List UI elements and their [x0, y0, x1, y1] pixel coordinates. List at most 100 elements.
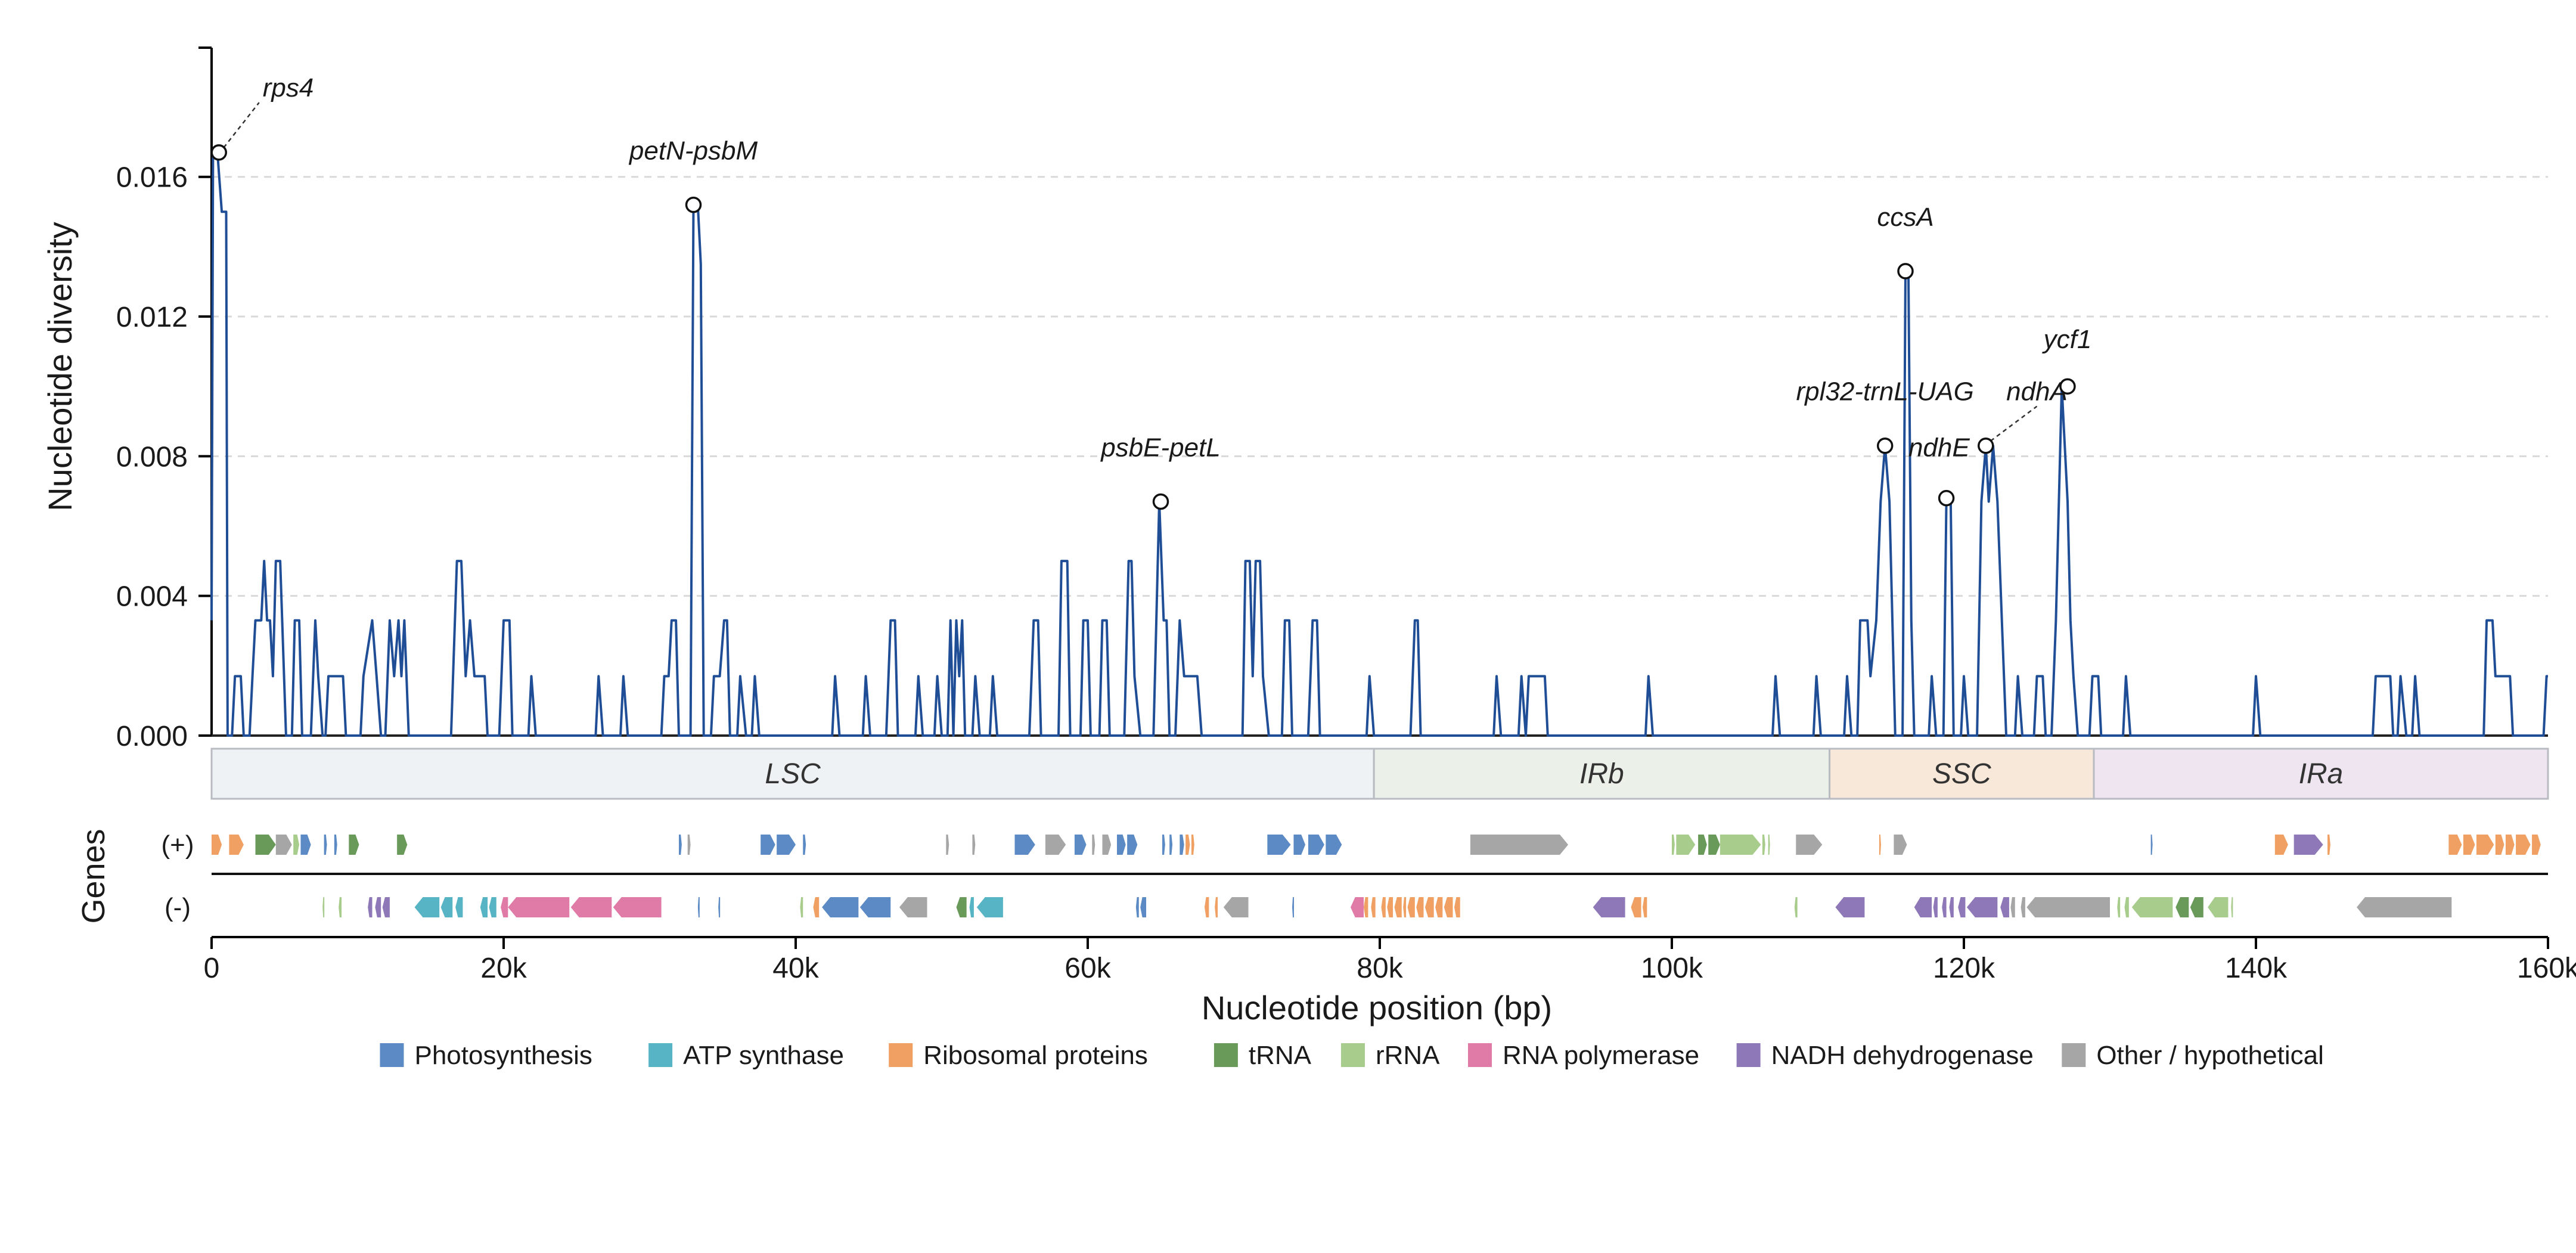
- gene-block: [2190, 897, 2203, 917]
- gene-block: [946, 835, 949, 855]
- gene-block: [255, 835, 276, 855]
- gene-block: [859, 897, 891, 917]
- gene-block: [300, 835, 311, 855]
- genes-track-label: Genes: [76, 829, 111, 923]
- annotation-label: ndhE: [1908, 433, 1970, 462]
- gene-block: [976, 897, 1003, 917]
- y-tick-label: 0.000: [116, 721, 188, 752]
- gene-block: [803, 835, 806, 855]
- gene-block: [1470, 835, 1569, 855]
- gene-block: [2327, 835, 2330, 855]
- diversity-line: [210, 151, 2548, 737]
- annotation-leader: [223, 102, 260, 148]
- gene-block: [1169, 835, 1173, 855]
- gene-block: [1768, 835, 1770, 855]
- gene-block: [1364, 897, 1368, 917]
- gene-block: [679, 835, 682, 855]
- gene-block: [1140, 897, 1146, 917]
- peak-annotations: rps4 petN-psbM psbE-petL ccsA rpl32-trnL-UAG…: [210, 73, 2091, 510]
- annotation-marker: [1876, 438, 1894, 454]
- gene-block: [777, 835, 796, 855]
- legend-swatch: [1213, 1043, 1238, 1067]
- annotation-marker: [685, 196, 702, 213]
- gene-block: [899, 897, 927, 917]
- y-tick-label: 0.016: [116, 162, 188, 194]
- gene-block: [1424, 897, 1434, 917]
- gene-block: [1949, 897, 1954, 917]
- gene-block: [397, 835, 408, 855]
- gene-block: [687, 835, 691, 855]
- legend-swatch: [648, 1043, 673, 1067]
- gene-block: [1708, 835, 1720, 855]
- gene-block: [334, 835, 337, 855]
- gene-block: [1894, 835, 1907, 855]
- gene-block: [1267, 835, 1291, 855]
- legend-label: Ribosomal proteins: [923, 1041, 1148, 1070]
- gene-block: [1117, 835, 1126, 855]
- legend-swatch: [2062, 1043, 2086, 1067]
- annotation-marker: [1897, 263, 1914, 280]
- gene-block: [1351, 897, 1364, 917]
- gene-block: [229, 835, 244, 855]
- annotation-marker: [210, 144, 227, 161]
- gene-block: [368, 897, 373, 917]
- legend: Photosynthesis ATP synthase Ribosomal prot…: [380, 1041, 2324, 1070]
- annotation-leader: [1990, 405, 2038, 442]
- gene-block: [275, 835, 292, 855]
- gene-block: [1966, 897, 1998, 917]
- gene-block: [1045, 835, 1066, 855]
- gene-block: [1631, 897, 1641, 917]
- region-ssc: [1829, 748, 2095, 800]
- gene-block: [1914, 897, 1932, 917]
- gene-block: [2293, 835, 2323, 855]
- gene-block: [813, 897, 820, 917]
- gene-block: [800, 897, 803, 917]
- gene-block: [1205, 897, 1209, 917]
- gene-block: [2274, 835, 2288, 855]
- gene-block: [382, 897, 390, 917]
- x-tick-label: 60k: [1064, 953, 1111, 984]
- legend-label: Photosynthesis: [414, 1041, 592, 1070]
- gene-block: [2495, 835, 2504, 855]
- gene-block: [293, 835, 299, 855]
- gene-block: [718, 897, 721, 917]
- genome-regions: LSC IRb SSC IRa: [210, 748, 2549, 800]
- gene-block: [2208, 897, 2229, 917]
- legend-label: RNA polymerase: [1503, 1041, 1699, 1070]
- gene-block: [349, 835, 359, 855]
- gene-block: [2124, 897, 2129, 917]
- gene-block: [480, 897, 488, 917]
- gene-block: [613, 897, 662, 917]
- annotation-label: psbE-petL: [1100, 433, 1221, 462]
- gene-block: [2131, 897, 2173, 917]
- legend-swatch: [1340, 1043, 1365, 1067]
- gene-block: [414, 897, 440, 917]
- gene-block: [1444, 897, 1453, 917]
- annotation-label: petN-psbM: [628, 136, 758, 165]
- x-tick-label: 160k: [2517, 953, 2576, 984]
- gene-block: [1394, 897, 1402, 917]
- gene-block: [1643, 897, 1647, 917]
- legend-swatch: [380, 1043, 404, 1067]
- y-tick-label: 0.008: [116, 441, 188, 473]
- gene-block: [440, 897, 453, 917]
- diversity-series: [210, 151, 2548, 737]
- y-tick-label: 0.012: [116, 302, 188, 333]
- gene-block: [1796, 835, 1823, 855]
- gene-block: [1180, 835, 1184, 855]
- legend-swatch: [1468, 1043, 1492, 1067]
- gene-block: [2021, 897, 2025, 917]
- gene-block: [1223, 897, 1249, 917]
- minus-strand-label: (-): [165, 893, 191, 922]
- gene-block: [2505, 835, 2515, 855]
- gene-block: [2448, 835, 2462, 855]
- gene-block: [1879, 835, 1881, 855]
- gene-block: [2150, 835, 2153, 855]
- x-axis-label: Nucleotide position (bp): [1202, 989, 1552, 1026]
- gene-block: [501, 897, 508, 917]
- gene-block: [2357, 897, 2452, 917]
- gene-block: [1672, 835, 1675, 855]
- gene-block: [1403, 897, 1407, 917]
- gene-block: [1958, 897, 1966, 917]
- x-tick-label: 140k: [2225, 953, 2288, 984]
